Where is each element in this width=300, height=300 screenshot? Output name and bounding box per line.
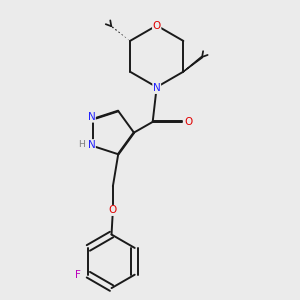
- Text: O: O: [184, 117, 192, 127]
- Text: F: F: [75, 270, 81, 280]
- Text: H: H: [78, 140, 85, 149]
- Text: N: N: [153, 83, 160, 93]
- Text: N: N: [88, 140, 95, 150]
- Text: O: O: [109, 206, 117, 215]
- Polygon shape: [183, 56, 202, 72]
- Text: O: O: [153, 20, 161, 31]
- Text: N: N: [88, 112, 95, 122]
